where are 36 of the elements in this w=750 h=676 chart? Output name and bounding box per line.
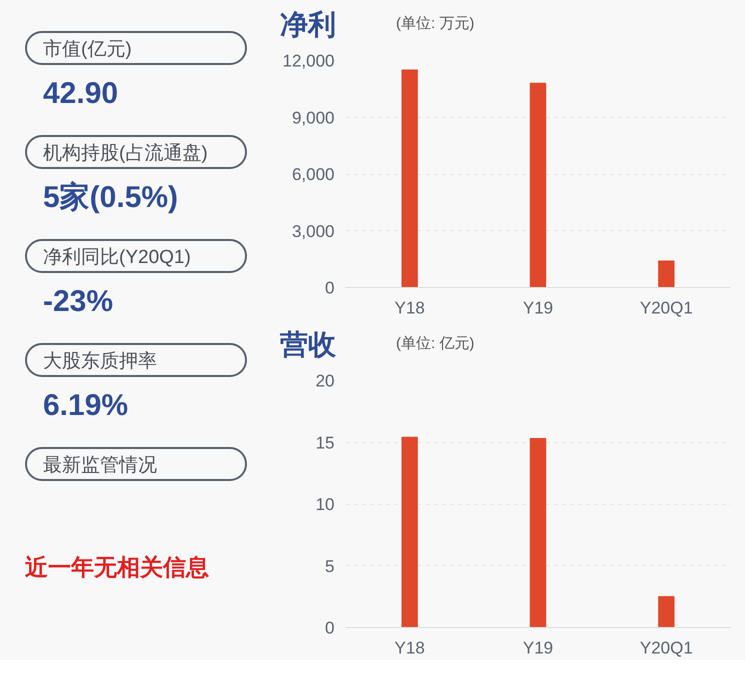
bar	[530, 438, 546, 628]
bar	[658, 596, 675, 628]
x-tick-label: Y19	[522, 298, 554, 318]
y-tick-label: 3,000	[292, 222, 335, 241]
text: 市值(亿元)	[25, 31, 247, 65]
y-tick-label: 9,000	[292, 108, 335, 128]
text: 最新监管情况	[25, 447, 247, 481]
y-tick-label: 12,000	[282, 52, 335, 70]
x-tick-label: Y19	[522, 638, 554, 658]
y-tick-label: 6,000	[292, 165, 335, 184]
chart-title: 营收	[280, 329, 336, 360]
chart-title: 净利	[280, 9, 336, 40]
text: -23%	[43, 284, 114, 320]
bar	[401, 69, 418, 288]
bar	[401, 436, 418, 628]
x-tick-label: Y18	[394, 298, 425, 318]
bar	[530, 82, 546, 288]
y-tick-label: 10	[316, 495, 335, 514]
text: 5家(0.5%)	[43, 180, 180, 216]
bar	[658, 260, 675, 288]
y-tick-label: 5	[325, 556, 335, 576]
y-tick-label: 15	[316, 433, 335, 452]
x-tick-label: Y20Q1	[640, 638, 693, 658]
text: 净利同比(Y20Q1)	[25, 239, 247, 273]
text: 近一年无相关信息	[25, 553, 210, 582]
y-tick-label: 20	[316, 372, 335, 390]
text: 机构持股(占流通盘)	[25, 135, 247, 169]
x-tick-label: Y20Q1	[640, 298, 693, 318]
y-tick-label: 0	[325, 278, 335, 298]
chart-subtitle: (单位: 万元)	[396, 15, 474, 32]
chart-subtitle: (单位: 亿元)	[396, 335, 474, 352]
text: 42.90	[43, 76, 120, 112]
text: 6.19%	[43, 388, 130, 424]
x-tick-label: Y18	[394, 638, 425, 658]
text: 大股东质押率	[25, 343, 247, 377]
y-tick-label: 0	[325, 618, 335, 638]
